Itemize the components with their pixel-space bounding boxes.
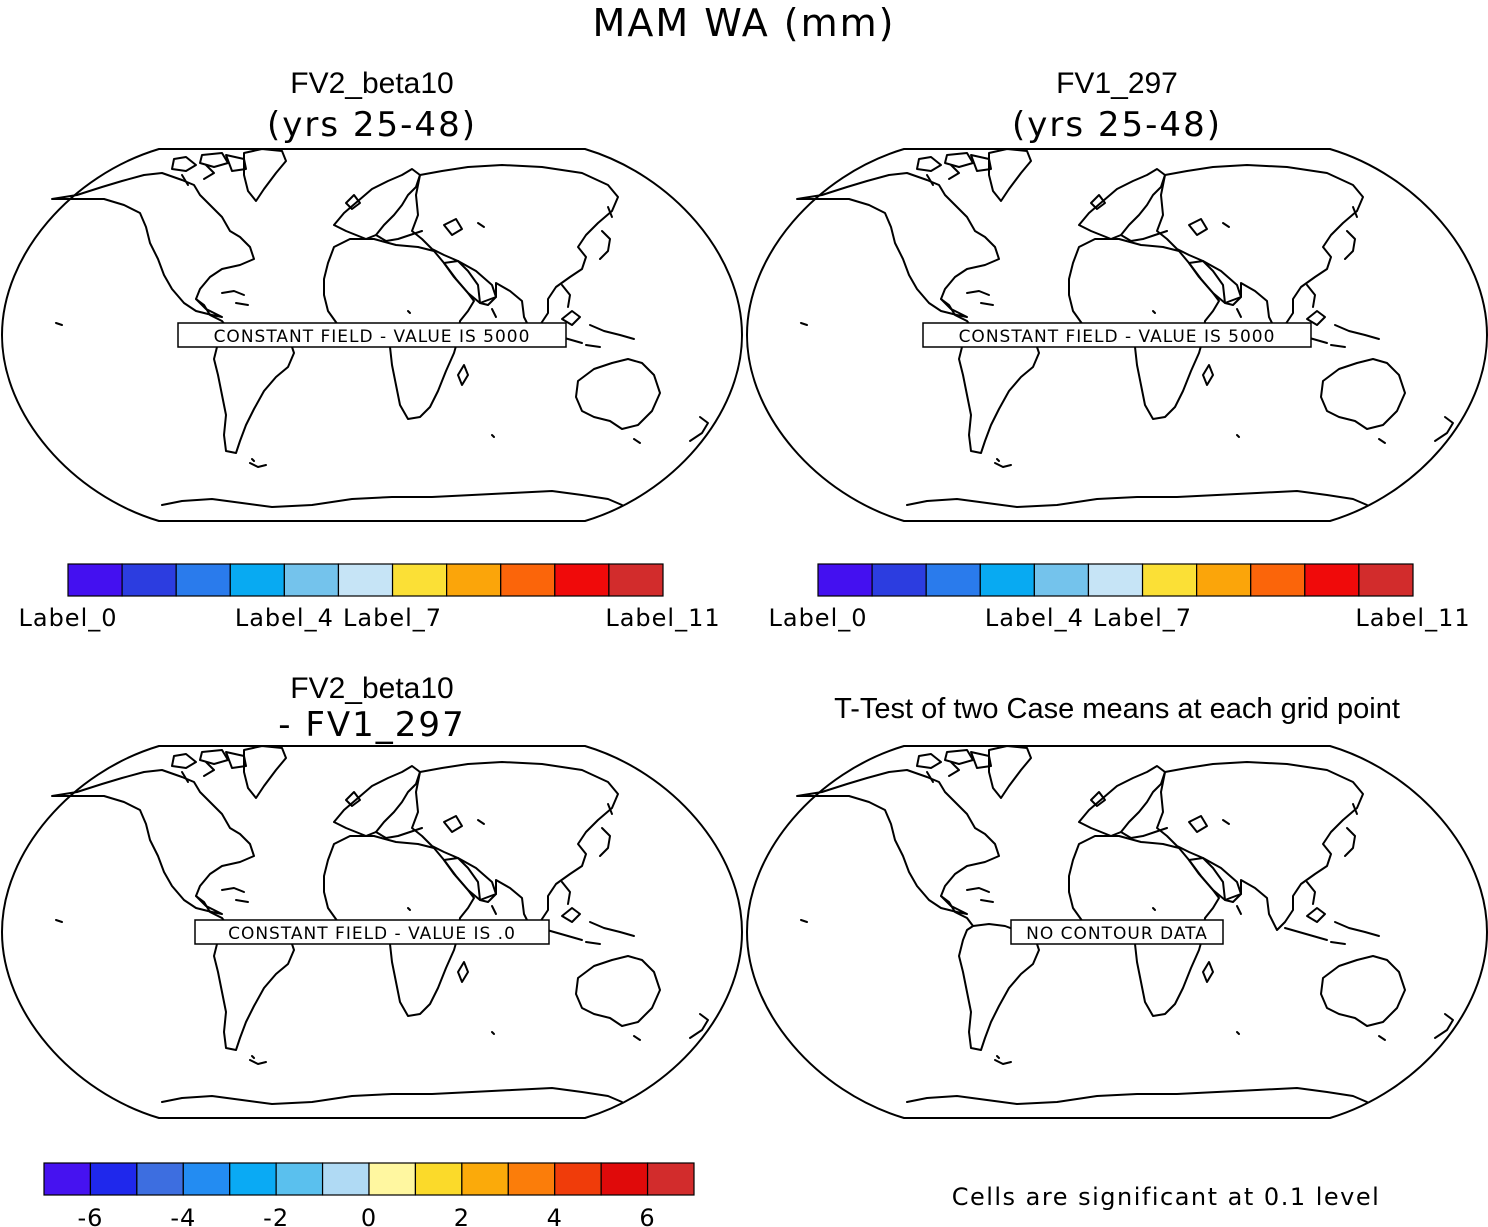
colorbar-label: -6 — [77, 1204, 103, 1227]
colorbar-swatch — [925, 563, 981, 597]
colorbar-label: 4 — [547, 1204, 563, 1227]
panel-subtitle: (yrs 25-48) — [1012, 105, 1222, 145]
panel-title: FV2_beta10 — [290, 67, 453, 100]
colorbar-swatch — [1087, 563, 1144, 597]
colorbar-swatch — [500, 563, 556, 597]
colorbar-swatch — [283, 563, 340, 597]
colorbar-label: 2 — [454, 1204, 470, 1227]
colorbar-swatch — [414, 1162, 463, 1196]
colorbar-label: Label_7 — [1093, 604, 1192, 632]
colorbar-swatch — [175, 563, 231, 597]
colorbar-label: Label_7 — [343, 604, 442, 632]
colorbar-swatch — [461, 1162, 509, 1196]
colorbar-swatch — [321, 1162, 370, 1196]
colorbar-label: Label_4 — [985, 604, 1084, 632]
colorbar-swatch — [600, 1162, 649, 1196]
panel-title: T-Test of two Case means at each grid po… — [834, 693, 1400, 725]
message-box — [1010, 919, 1224, 945]
colorbar-swatch — [275, 1162, 324, 1196]
colorbar-swatch — [337, 563, 394, 597]
colorbar-swatch — [817, 563, 873, 597]
colorbar-label: Label_0 — [18, 604, 117, 632]
colorbar-label: Label_11 — [605, 604, 720, 632]
message-box — [194, 919, 550, 945]
colorbar-swatch — [1358, 563, 1414, 597]
message-box — [177, 322, 567, 348]
colorbar-label: 6 — [639, 1204, 655, 1227]
map-panel-4: T-Test of two Case means at each grid po… — [746, 693, 1488, 1119]
colorbar-swatch — [1196, 563, 1252, 597]
colorbar-swatch — [646, 1162, 695, 1196]
colorbar-swatch — [1141, 563, 1198, 597]
panel-message: NO CONTOUR DATA — [1026, 924, 1208, 944]
panel-message: CONSTANT FIELD - VALUE IS .0 — [228, 924, 516, 944]
colorbar-label: Label_4 — [235, 604, 334, 632]
colorbar-swatch — [554, 1162, 602, 1196]
colorbar-label: Label_0 — [768, 604, 867, 632]
colorbar-swatch — [121, 563, 177, 597]
panel-message: CONSTANT FIELD - VALUE IS 5000 — [959, 327, 1276, 347]
colorbar-swatch — [871, 563, 927, 597]
colorbar-swatch — [979, 563, 1035, 597]
significance-note: Cells are significant at 0.1 level — [952, 1183, 1381, 1211]
colorbar-swatch — [391, 563, 448, 597]
colorbar-swatch — [1250, 563, 1306, 597]
colorbar-swatch — [507, 1162, 556, 1196]
panel-subtitle: (yrs 25-48) — [267, 105, 477, 145]
colorbar-swatch — [43, 1162, 92, 1196]
colorbar-difference: -6 -4 -2 0 2 4 6 — [43, 1162, 695, 1227]
map-panel-2: FV1_297 (yrs 25-48) CONSTANT FIELD - VALUE… — [746, 67, 1488, 522]
message-box — [922, 322, 1312, 348]
colorbar-panel-2: Label_0 Label_4 Label_7 Label_11 — [768, 563, 1470, 632]
colorbar-swatch — [1304, 563, 1360, 597]
panel-message: CONSTANT FIELD - VALUE IS 5000 — [214, 327, 531, 347]
colorbar-swatch — [67, 563, 123, 597]
colorbar-swatch — [136, 1162, 184, 1196]
colorbar-swatch — [229, 1162, 277, 1196]
panel-title: FV2_beta10 — [290, 672, 453, 705]
colorbar-swatch — [368, 1162, 417, 1196]
colorbar-label: 0 — [361, 1204, 377, 1227]
colorbar-swatch — [446, 563, 502, 597]
colorbar-swatch — [229, 563, 285, 597]
colorbar-swatch — [182, 1162, 231, 1196]
colorbar-panel-1: Label_0 Label_4 Label_7 Label_11 — [18, 563, 720, 632]
colorbar-swatch — [1033, 563, 1090, 597]
colorbar-swatch — [554, 563, 610, 597]
figure-title: MAM WA (mm) — [593, 1, 896, 45]
colorbar-label: -2 — [263, 1204, 289, 1227]
colorbar-label: -4 — [170, 1204, 196, 1227]
colorbar-label: Label_11 — [1355, 604, 1470, 632]
panel-subtitle: - FV1_297 — [278, 705, 465, 745]
map-panel-3: FV2_beta10- FV1_297 CONSTANT FIELD - VALU… — [1, 672, 743, 1119]
map-panel-1: FV2_beta10 (yrs 25-48) CONSTANT FIELD - VA… — [1, 67, 743, 522]
panel-title: FV1_297 — [1056, 67, 1178, 100]
colorbar-swatch — [89, 1162, 138, 1196]
colorbar-swatch — [608, 563, 664, 597]
